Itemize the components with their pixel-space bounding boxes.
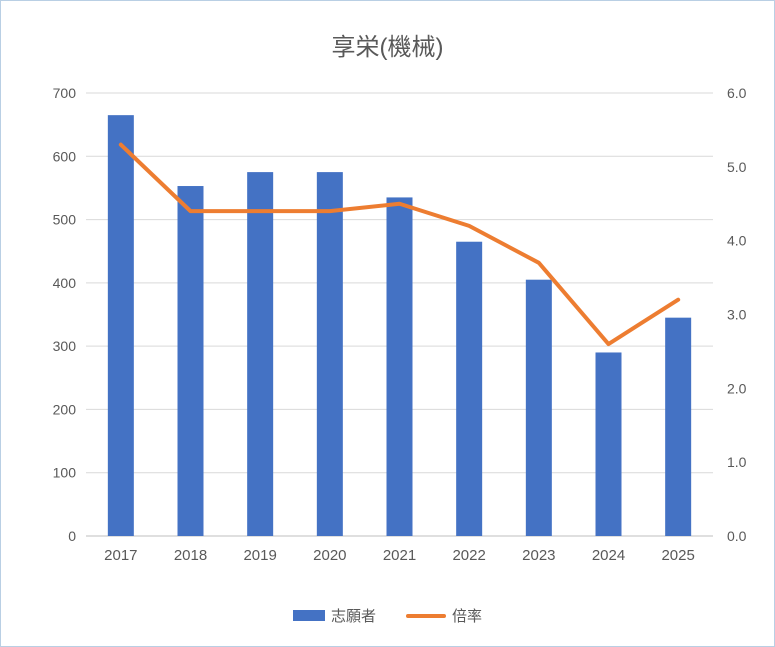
bar-2019 [247,172,274,536]
left-axis-tick: 500 [53,212,77,228]
left-axis-tick: 100 [53,465,77,481]
bar-2023 [525,279,552,536]
chart-title: 享栄(機械) [331,34,444,61]
right-axis-tick: 2.0 [727,380,747,396]
right-axis-tick: 0.0 [727,528,747,544]
x-axis-label: 2023 [522,547,555,564]
right-axis-tick: 1.0 [727,454,747,470]
bar-series-swatch [292,610,325,621]
legend-item-bar: 志願者 [292,605,376,626]
bar-2020 [316,172,343,536]
bar-2022 [456,241,483,536]
legend-label-bar: 志願者 [330,608,376,625]
legend-label-line: 倍率 [452,608,483,625]
right-axis-tick: 3.0 [727,307,747,323]
x-axis-label: 2022 [452,547,485,564]
left-axis-tick: 600 [53,148,77,164]
bar-2025 [665,317,692,536]
left-axis-tick: 0 [68,528,76,544]
x-axis-label: 2019 [243,547,276,564]
x-axis-label: 2018 [174,547,207,564]
right-axis-tick: 6.0 [727,85,747,101]
ratio-line [118,142,681,347]
right-axis-tick: 5.0 [727,159,747,175]
line-series-swatch [406,613,446,618]
left-axis-tick: 700 [53,85,77,101]
bar-2024 [595,352,622,536]
x-axis-label: 2017 [104,547,137,564]
x-axis-label: 2025 [661,547,694,564]
left-axis-tick: 400 [53,275,77,291]
legend-item-line: 倍率 [406,605,482,626]
bar-2018 [177,186,204,536]
legend: 志願者 倍率 [1,605,774,626]
x-axis-label: 2021 [383,547,416,564]
left-axis-tick: 200 [53,401,77,417]
left-axis-tick: 300 [53,338,77,354]
bar-2021 [386,197,413,536]
x-axis-label: 2020 [313,547,346,564]
x-axis-label: 2024 [592,547,625,564]
right-axis-tick: 4.0 [727,233,747,249]
bar-2017 [107,115,134,537]
